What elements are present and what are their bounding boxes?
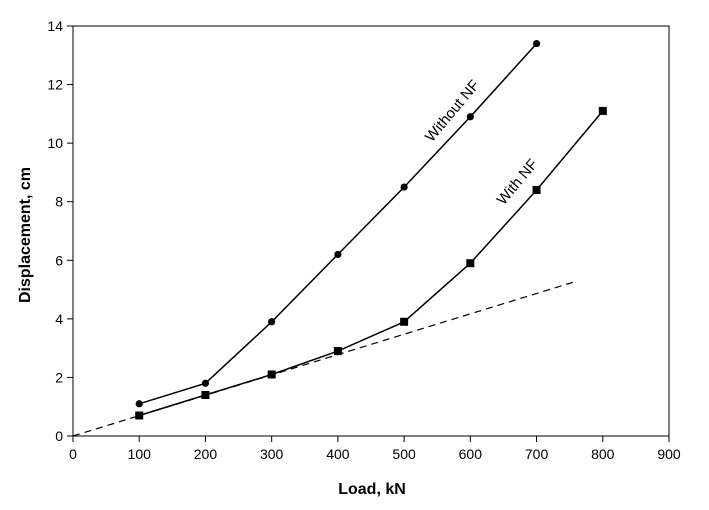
x-tick-label: 900 <box>657 446 681 462</box>
point-without-nf <box>400 183 408 191</box>
point-without-nf <box>268 318 276 326</box>
x-tick-label: 300 <box>260 446 284 462</box>
y-tick-label: 10 <box>47 135 63 151</box>
series-layer <box>72 39 607 437</box>
plot-frame <box>72 25 670 437</box>
point-with-nf <box>135 411 144 420</box>
x-tick-label: 0 <box>69 446 77 462</box>
annotation-with-nf: With NF <box>494 156 542 208</box>
x-tick-label: 800 <box>591 446 615 462</box>
y-tick-label: 8 <box>55 194 63 210</box>
y-tick-label: 0 <box>55 428 63 444</box>
point-with-nf <box>532 186 541 194</box>
series-line-with-nf <box>138 110 604 417</box>
series-line-linear-trend <box>72 281 574 437</box>
point-with-nf <box>333 347 342 356</box>
y-tick-label: 6 <box>55 252 63 268</box>
y-tick-label: 14 <box>47 18 63 34</box>
x-tick-label: 600 <box>459 446 483 462</box>
y-axis-title: Displacement, cm <box>17 167 34 303</box>
y-tick-label: 12 <box>47 77 63 93</box>
point-without-nf <box>135 400 143 408</box>
x-tick-label: 400 <box>326 446 350 462</box>
x-tick-label: 100 <box>128 446 152 462</box>
x-tick-label: 500 <box>392 446 416 462</box>
point-with-nf <box>466 259 475 268</box>
point-with-nf <box>598 106 607 115</box>
y-tick-label: 2 <box>55 369 63 385</box>
x-axis-title: Load, kN <box>338 481 406 498</box>
point-without-nf <box>466 113 474 121</box>
point-with-nf <box>400 317 409 326</box>
point-without-nf <box>334 250 342 259</box>
y-axis-ticks: 0 2 4 6 8 10 12 14 <box>47 18 73 444</box>
x-tick-label: 200 <box>194 446 218 462</box>
plot-area <box>72 25 670 437</box>
x-tick-label: 700 <box>525 446 549 462</box>
point-without-nf <box>201 379 210 387</box>
x-axis-ticks: 0 100 200 300 400 500 600 700 800 900 <box>69 436 681 462</box>
point-without-nf <box>532 39 541 48</box>
y-tick-label: 4 <box>55 311 63 327</box>
